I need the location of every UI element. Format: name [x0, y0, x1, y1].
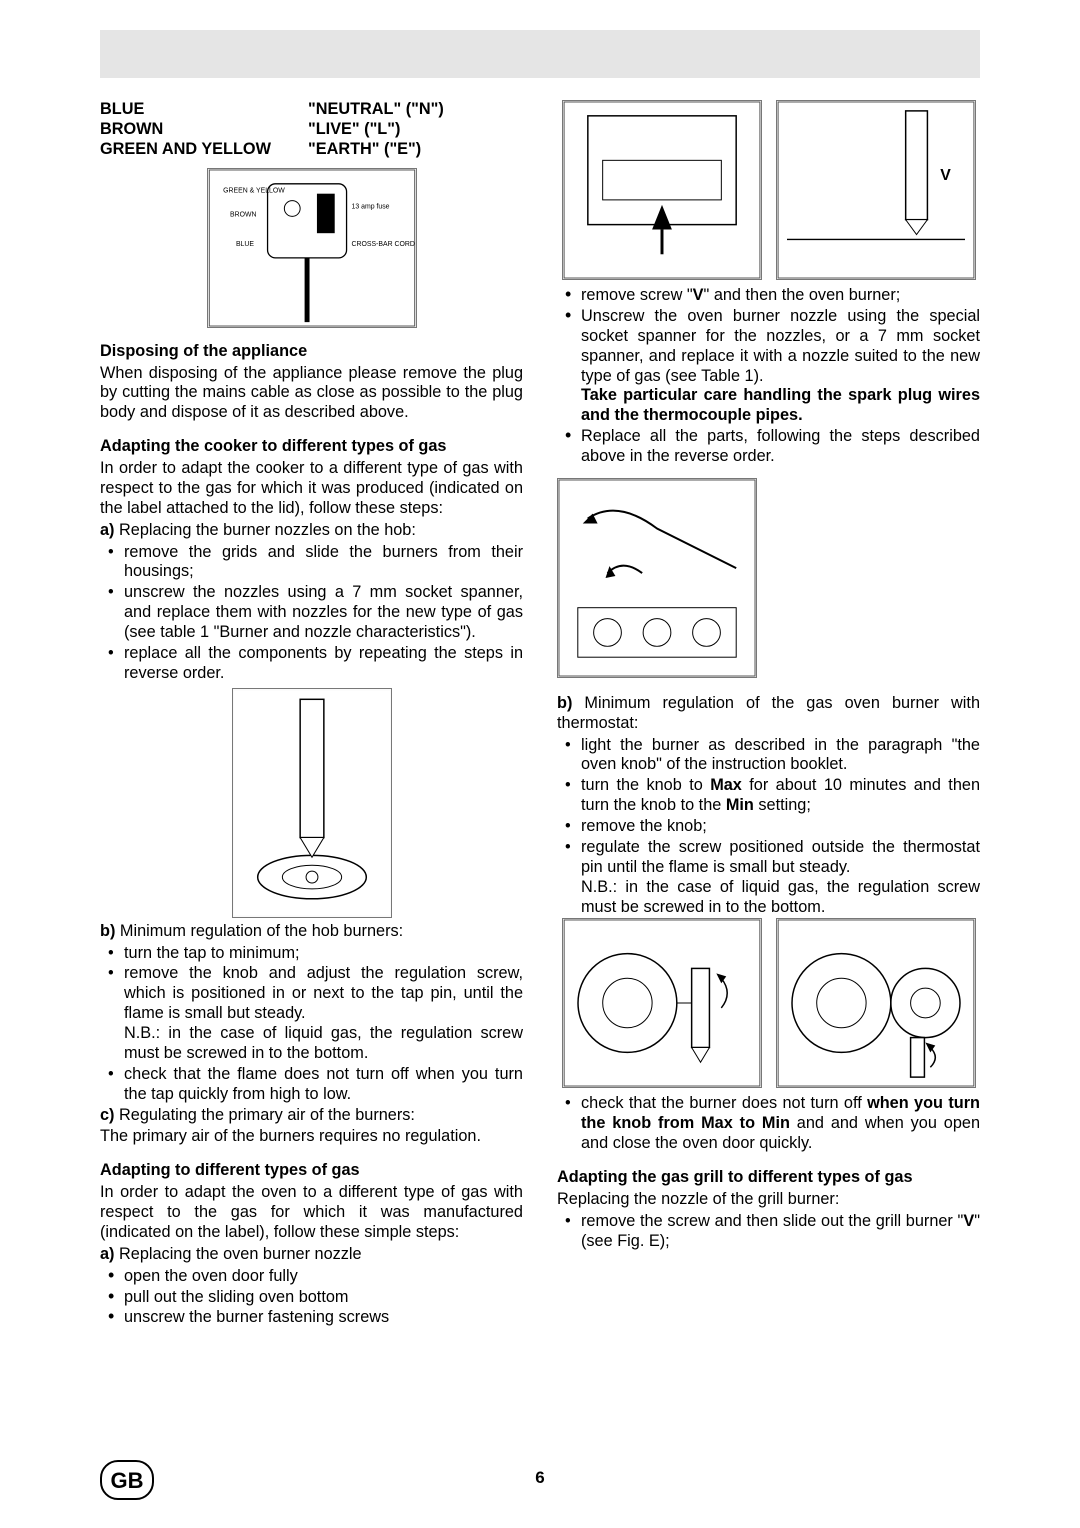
- oven-continue-list: remove screw "V" and then the oven burne…: [557, 286, 980, 467]
- left-column: BLUE BROWN GREEN AND YELLOW "NEUTRAL" ("…: [100, 100, 523, 1329]
- oven-step-a-list: open the oven door fully pull out the sl…: [100, 1267, 523, 1329]
- wire-value: "LIVE" ("L"): [308, 120, 444, 140]
- wire-label: GREEN AND YELLOW: [100, 140, 298, 160]
- step-a-list: remove the grids and slide the burners f…: [100, 543, 523, 684]
- list-item: open the oven door fully: [100, 1267, 523, 1287]
- knob-figures: [557, 918, 980, 1088]
- svg-text:BROWN: BROWN: [230, 211, 256, 218]
- grill-sub: Replacing the nozzle of the grill burner…: [557, 1190, 980, 1210]
- list-item: Replace all the parts, following the ste…: [557, 427, 980, 467]
- spanner-diagram: [557, 478, 757, 678]
- step-b-list: turn the tap to minimum; remove the knob…: [100, 944, 523, 1105]
- wire-label: BLUE: [100, 100, 298, 120]
- wire-label: BROWN: [100, 120, 298, 140]
- oven-b-list: light the burner as described in the par…: [557, 736, 980, 918]
- list-item: check that the flame does not turn off w…: [100, 1065, 523, 1105]
- adapt-cooker-intro: In order to adapt the cooker to a differ…: [100, 459, 523, 519]
- nozzle-diagram: [232, 688, 392, 918]
- disposing-heading: Disposing of the appliance: [100, 342, 523, 362]
- svg-text:13 amp fuse: 13 amp fuse: [351, 203, 389, 210]
- right-column: V remove screw "V" and then the oven bur…: [557, 100, 980, 1329]
- knob-diagram-2: [776, 918, 976, 1088]
- svg-text:GREEN & YELLOW: GREEN & YELLOW: [223, 187, 285, 194]
- plug-diagram: GREEN & YELLOW BROWN BLUE 13 amp fuse CR…: [207, 168, 417, 328]
- check-list: check that the burner does not turn off …: [557, 1094, 980, 1154]
- svg-text:V: V: [940, 167, 951, 184]
- wire-value: "EARTH" ("E"): [308, 140, 444, 160]
- step-c-body: The primary air of the burners requires …: [100, 1127, 523, 1147]
- list-item: remove the grids and slide the burners f…: [100, 543, 523, 583]
- wire-value: "NEUTRAL" ("N"): [308, 100, 444, 120]
- list-item: remove screw "V" and then the oven burne…: [557, 286, 980, 306]
- list-item: replace all the components by repeating …: [100, 644, 523, 684]
- list-item: turn the knob to Max for about 10 minute…: [557, 776, 980, 816]
- list-item: remove the knob;: [557, 817, 980, 837]
- oven-diagram-1: [562, 100, 762, 280]
- list-item: regulate the screw positioned outside th…: [557, 838, 980, 918]
- header-bar: [100, 30, 980, 78]
- list-item: check that the burner does not turn off …: [557, 1094, 980, 1154]
- step-b: b) Minimum regulation of the hob burners…: [100, 922, 523, 942]
- list-item: remove the knob and adjust the regulatio…: [100, 964, 523, 1063]
- oven-figures: V: [557, 100, 980, 280]
- wire-color-table: BLUE BROWN GREEN AND YELLOW "NEUTRAL" ("…: [100, 100, 523, 160]
- country-badge: GB: [100, 1460, 154, 1500]
- list-item: unscrew the burner fastening screws: [100, 1308, 523, 1328]
- grill-list: remove the screw and then slide out the …: [557, 1212, 980, 1252]
- svg-text:CROSS-BAR CORD GRIP: CROSS-BAR CORD GRIP: [351, 241, 417, 248]
- step-a: a) Replacing the burner nozzles on the h…: [100, 521, 523, 541]
- oven-step-b: b) Minimum regulation of the gas oven bu…: [557, 694, 980, 734]
- list-item: remove the screw and then slide out the …: [557, 1212, 980, 1252]
- adapt-oven-intro: In order to adapt the oven to a differen…: [100, 1183, 523, 1243]
- adapt-cooker-heading: Adapting the cooker to different types o…: [100, 437, 523, 457]
- step-c: c) Regulating the primary air of the bur…: [100, 1106, 523, 1126]
- list-item: Unscrew the oven burner nozzle using the…: [557, 307, 980, 426]
- list-item: pull out the sliding oven bottom: [100, 1288, 523, 1308]
- disposing-body: When disposing of the appliance please r…: [100, 364, 523, 424]
- page-number: 6: [0, 1468, 1080, 1488]
- list-item: light the burner as described in the par…: [557, 736, 980, 776]
- knob-diagram-1: [562, 918, 762, 1088]
- oven-diagram-2: V: [776, 100, 976, 280]
- list-item: turn the tap to minimum;: [100, 944, 523, 964]
- grill-heading: Adapting the gas grill to different type…: [557, 1168, 980, 1188]
- list-item: unscrew the nozzles using a 7 mm socket …: [100, 583, 523, 643]
- oven-step-a: a) Replacing the oven burner nozzle: [100, 1245, 523, 1265]
- page-content: BLUE BROWN GREEN AND YELLOW "NEUTRAL" ("…: [100, 100, 980, 1329]
- svg-text:BLUE: BLUE: [235, 241, 253, 248]
- adapt-oven-heading: Adapting to different types of gas: [100, 1161, 523, 1181]
